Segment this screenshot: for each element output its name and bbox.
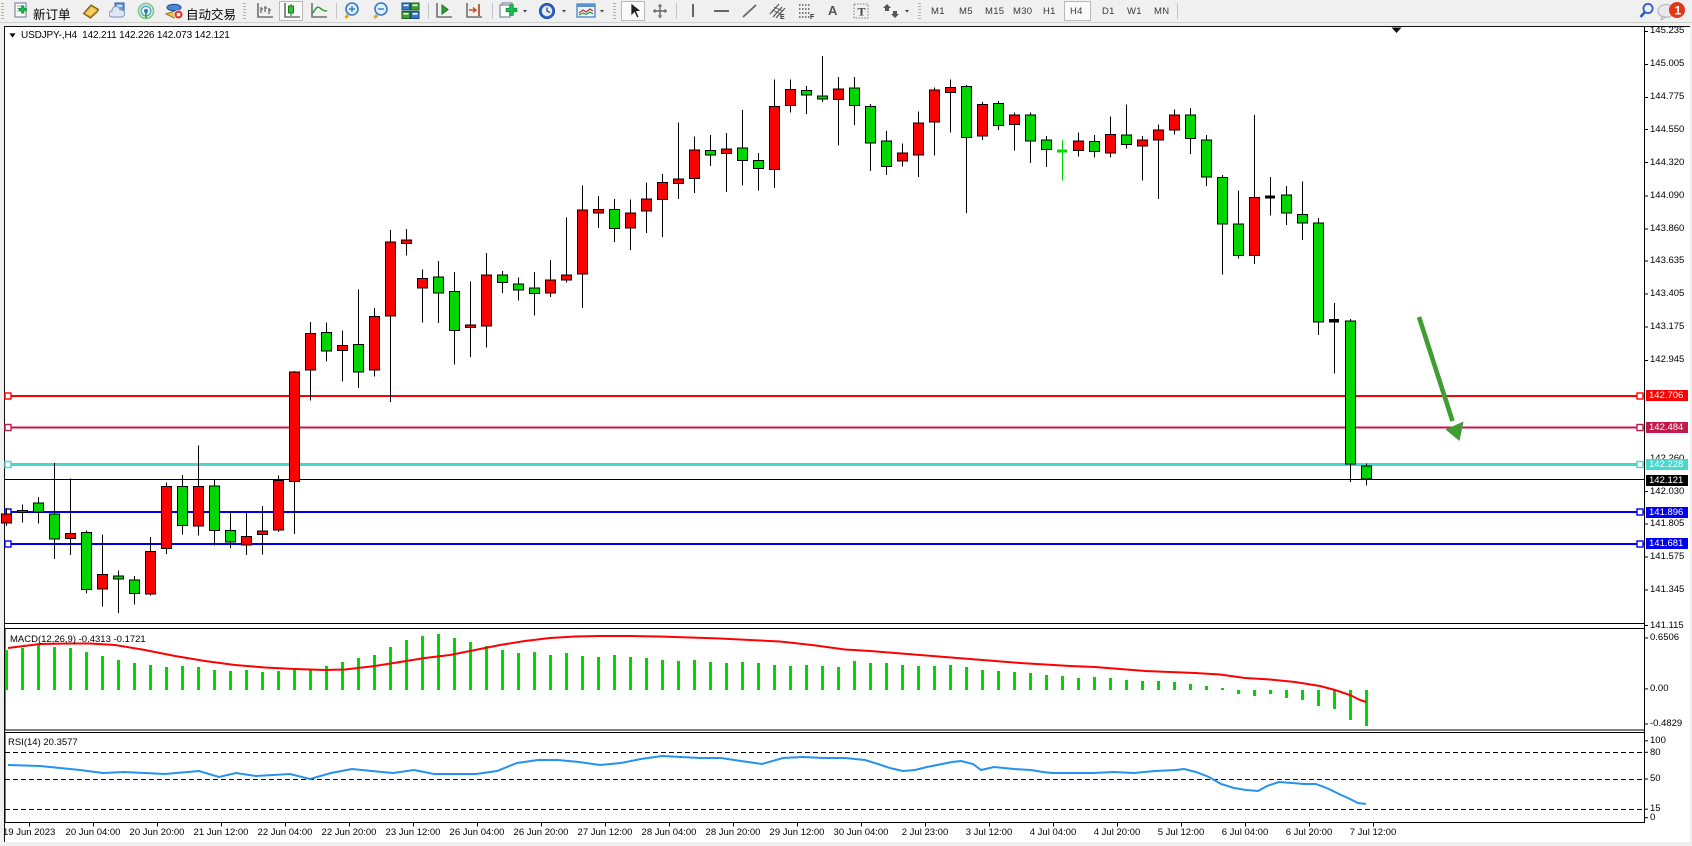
svg-text:E: E bbox=[780, 14, 785, 20]
svg-text:F: F bbox=[810, 14, 815, 20]
svg-text:1: 1 bbox=[1675, 4, 1682, 18]
svg-text:T: T bbox=[858, 5, 866, 19]
